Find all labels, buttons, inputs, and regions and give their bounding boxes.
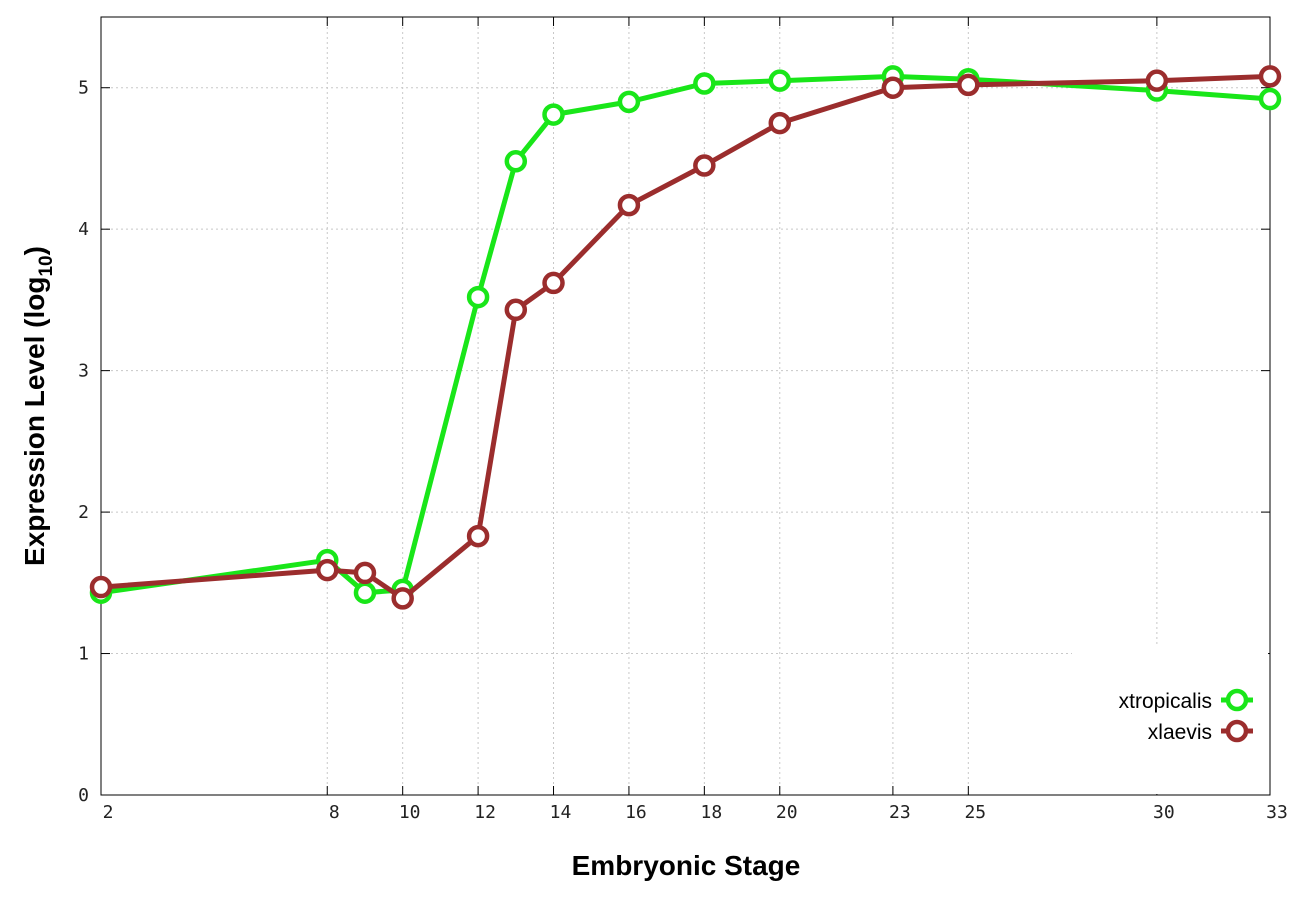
legend-label-xtropicalis: xtropicalis [1119, 690, 1212, 713]
data-point-xlaevis [1145, 69, 1169, 92]
y-axis-title-subscript: 10 [36, 255, 57, 276]
data-point-xtropicalis [504, 150, 528, 173]
x-tick-label: 20 [776, 802, 798, 823]
series-group [89, 65, 1282, 610]
x-tick-label: 8 [329, 802, 340, 823]
legend-background [1072, 644, 1268, 794]
x-tick-label: 10 [399, 802, 421, 823]
x-tick-label: 18 [701, 802, 723, 823]
data-point-xtropicalis [1258, 87, 1282, 111]
data-point-xlaevis [957, 73, 980, 97]
data-point-xlaevis [768, 111, 792, 135]
legend: xtropicalis xlaevis [1072, 644, 1268, 794]
data-point-xtropicalis [693, 72, 716, 95]
y-tick-label: 2 [78, 502, 89, 523]
data-point-xtropicalis [768, 69, 792, 92]
data-point-xlaevis [542, 271, 565, 295]
x-tick-label: 25 [964, 802, 986, 823]
legend-marker-xlaevis [1225, 719, 1249, 743]
series-line-xtropicalis [100, 73, 1271, 596]
y-tick-label: 3 [78, 361, 89, 382]
legend-label-xlaevis: xlaevis [1148, 721, 1212, 744]
data-point-xlaevis [693, 154, 716, 177]
y-tick-label: 0 [78, 785, 89, 806]
y-tick-label: 4 [78, 219, 89, 240]
series-line-xlaevis [100, 73, 1271, 601]
data-point-xlaevis [881, 76, 905, 99]
data-point-xlaevis [316, 558, 339, 582]
plot-frame [100, 16, 1271, 796]
x-tick-label: 16 [625, 802, 647, 823]
x-axis-title: Embryonic Stage [572, 850, 801, 881]
x-tick-label: 23 [889, 802, 911, 823]
y-tick-label: 5 [78, 78, 89, 99]
data-point-xtropicalis [466, 285, 490, 309]
y-axis-title-close: ) [19, 246, 50, 255]
y-tick-label: 1 [78, 644, 89, 665]
data-point-xlaevis [466, 524, 490, 548]
y-axis-title: Expression Level (log10) [19, 246, 57, 566]
data-point-xlaevis [617, 193, 641, 217]
data-point-xlaevis [1258, 65, 1282, 88]
data-point-xtropicalis [617, 90, 641, 114]
data-point-xlaevis [391, 587, 414, 610]
legend-marker-xtropicalis [1225, 688, 1249, 712]
x-tick-label: 33 [1266, 802, 1288, 823]
data-point-xtropicalis [542, 103, 565, 126]
x-tick-label: 2 [103, 802, 114, 823]
x-tick-label: 14 [550, 802, 572, 823]
data-point-xtropicalis [353, 581, 377, 604]
data-point-xlaevis [504, 298, 528, 322]
data-point-xlaevis [353, 561, 377, 585]
data-point-xlaevis [89, 575, 113, 599]
x-tick-label: 12 [474, 802, 496, 823]
x-tick-label: 30 [1153, 802, 1175, 823]
